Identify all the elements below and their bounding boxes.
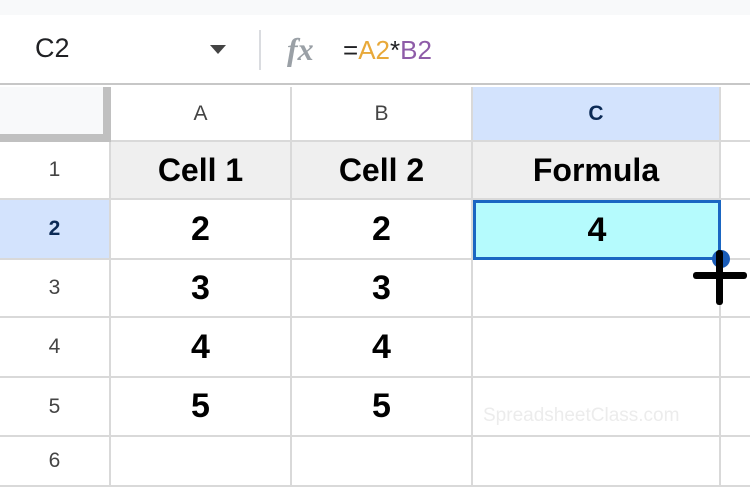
- cell-a3[interactable]: 3: [111, 260, 292, 318]
- cell-d1[interactable]: [721, 142, 750, 200]
- cell-a6[interactable]: [111, 437, 292, 487]
- formula-ref-b2: B2: [400, 35, 432, 65]
- cell-text: 3: [48, 276, 61, 299]
- row-header-3[interactable]: 3: [0, 260, 111, 318]
- cell-b5[interactable]: 5: [292, 378, 473, 437]
- cell-c3[interactable]: [473, 260, 721, 318]
- cell-a5[interactable]: 5: [111, 378, 292, 437]
- formula-ref-a2: A2: [358, 35, 390, 65]
- row-header-4[interactable]: 4: [0, 318, 111, 378]
- column-header-a[interactable]: A: [111, 87, 292, 142]
- cell-text: 6: [48, 449, 61, 472]
- dropdown-arrow-icon[interactable]: [210, 45, 226, 54]
- cell-a1[interactable]: Cell 1: [111, 142, 292, 200]
- cell-c1[interactable]: Formula: [473, 142, 721, 200]
- cell-text: 4: [587, 210, 607, 249]
- column-header-c[interactable]: C: [473, 87, 721, 142]
- name-box[interactable]: C2: [35, 33, 70, 63]
- cell-text: 5: [372, 387, 391, 425]
- cell-text: 2: [191, 209, 210, 248]
- cell-text: 3: [191, 268, 210, 307]
- cell-d5[interactable]: [721, 378, 750, 437]
- row-header-1[interactable]: 1: [0, 142, 111, 200]
- cell-d3[interactable]: [721, 260, 750, 318]
- cell-d6[interactable]: [721, 437, 750, 487]
- top-strip: [0, 0, 750, 15]
- cell-b4[interactable]: 4: [292, 318, 473, 378]
- cell-c4[interactable]: [473, 318, 721, 378]
- cell-b6[interactable]: [292, 437, 473, 487]
- cell-c5[interactable]: [473, 378, 721, 437]
- cell-d2[interactable]: [721, 200, 750, 260]
- cell-text: 5: [191, 387, 210, 425]
- row-header-6[interactable]: 6: [0, 437, 111, 487]
- crosshair-cursor-icon-vertical: [716, 250, 723, 305]
- column-header-d[interactable]: [721, 87, 750, 142]
- select-all-corner[interactable]: [0, 87, 111, 142]
- cell-text: B: [374, 101, 389, 125]
- cell-b1[interactable]: Cell 2: [292, 142, 473, 200]
- cell-c6[interactable]: [473, 437, 721, 487]
- cell-text: 2: [372, 209, 391, 248]
- cell-text: 3: [372, 268, 391, 307]
- row-header-5[interactable]: 5: [0, 378, 111, 437]
- cell-text: A: [193, 101, 208, 125]
- cell-text: Cell 1: [157, 151, 244, 188]
- active-cell[interactable]: 4: [473, 200, 721, 260]
- cell-d4[interactable]: [721, 318, 750, 378]
- cell-a2[interactable]: 2: [111, 200, 292, 260]
- cell-b2[interactable]: 2: [292, 200, 473, 260]
- cell-text: Formula: [532, 151, 660, 188]
- cell-text: 1: [48, 158, 61, 181]
- cell-text: 2: [48, 217, 61, 240]
- cell-text: 4: [191, 327, 210, 366]
- cell-a4[interactable]: 4: [111, 318, 292, 378]
- formula-bar: C2 fx =A2*B2: [0, 15, 750, 85]
- divider: [259, 30, 261, 70]
- cell-text: C: [588, 101, 604, 125]
- cell-b3[interactable]: 3: [292, 260, 473, 318]
- formula-operator: *: [390, 35, 401, 65]
- cell-text: Cell 2: [338, 151, 425, 188]
- row-header-2[interactable]: 2: [0, 200, 111, 260]
- cell-text: 4: [48, 335, 61, 358]
- cell-text: 5: [48, 394, 61, 418]
- watermark: SpreadsheetClass.com: [483, 405, 680, 426]
- cell-text: 4: [372, 327, 391, 366]
- column-header-b[interactable]: B: [292, 87, 473, 142]
- formula-input[interactable]: =A2*B2: [343, 35, 432, 66]
- fx-icon: fx: [287, 31, 314, 67]
- formula-eq: =: [343, 35, 359, 65]
